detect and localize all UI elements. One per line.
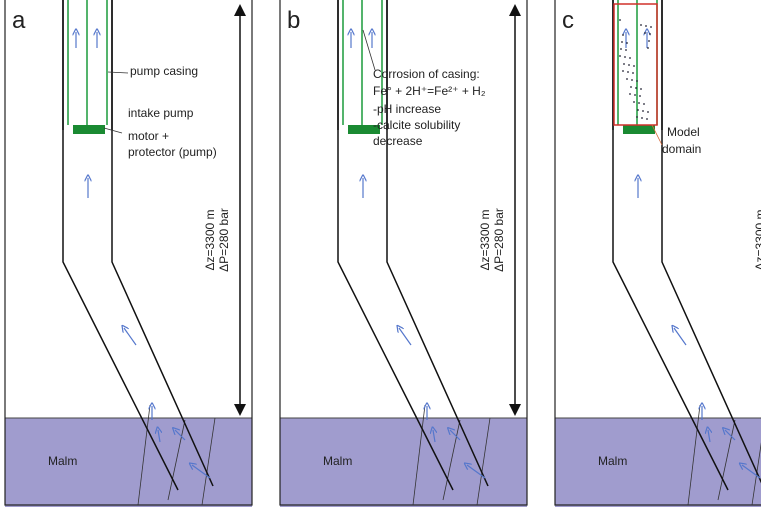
well-right — [662, 0, 761, 486]
model-domain — [614, 4, 657, 125]
particle — [637, 109, 639, 111]
annotation: -pH increase — [373, 102, 441, 116]
formation-layer — [280, 418, 527, 507]
particle — [640, 24, 642, 26]
particle — [642, 110, 644, 112]
pump-motor — [73, 125, 105, 134]
annotation: Model — [667, 125, 700, 139]
particle — [639, 95, 641, 97]
panel: Δz=3300 mΔP=280 barcMalmModeldomain — [555, 0, 761, 507]
particle — [628, 64, 630, 66]
particle — [631, 79, 633, 81]
particle — [626, 78, 628, 80]
annotation: pump casing — [130, 64, 198, 78]
particle — [626, 42, 628, 44]
formation-layer — [5, 418, 252, 507]
annotation: motor + — [128, 129, 169, 143]
annotation: Corrosion of casing: — [373, 67, 480, 81]
particle — [623, 63, 625, 65]
particle — [632, 72, 634, 74]
particle — [638, 102, 640, 104]
annotation: intake pump — [128, 106, 194, 120]
particle — [633, 101, 635, 103]
particle — [635, 87, 637, 89]
panel-label: a — [12, 7, 26, 34]
particle — [649, 33, 651, 35]
particle — [634, 94, 636, 96]
pointer — [108, 72, 128, 73]
annotation: decrease — [373, 134, 423, 148]
annotation: domain — [662, 142, 701, 156]
particle — [622, 70, 624, 72]
panel-label: b — [287, 7, 300, 34]
particle — [621, 41, 623, 43]
pointer — [104, 128, 122, 133]
pointer — [363, 30, 375, 70]
particle — [643, 103, 645, 105]
particle — [629, 93, 631, 95]
particle — [620, 48, 622, 50]
figure: Δz=3300 mΔP=280 baraMalmpump casingintak… — [0, 0, 761, 507]
annotation: -calcite solubility — [373, 118, 460, 132]
particle — [648, 40, 650, 42]
depth-label: Δz=3300 m — [203, 209, 217, 270]
depth-label: Δz=3300 m — [478, 209, 492, 270]
particle — [640, 88, 642, 90]
pressure-label: ΔP=280 bar — [217, 208, 231, 272]
formation-layer — [555, 418, 761, 507]
panel-label: c — [562, 7, 574, 34]
particle — [636, 116, 638, 118]
pressure-label: ΔP=280 bar — [492, 208, 506, 272]
pointer — [652, 125, 662, 145]
particle — [624, 56, 626, 58]
particle — [630, 86, 632, 88]
formation-label: Malm — [48, 454, 77, 468]
particle — [627, 71, 629, 73]
formation-label: Malm — [598, 454, 627, 468]
annotation: Fe° + 2H⁺=Fe²⁺ + H₂ — [373, 84, 486, 98]
particle — [641, 117, 643, 119]
particle — [636, 80, 638, 82]
particle — [647, 111, 649, 113]
particle — [650, 26, 652, 28]
flow-arrow — [399, 328, 411, 345]
well-left — [613, 0, 728, 490]
particle — [619, 19, 621, 21]
particle — [646, 118, 648, 120]
pump-motor — [623, 125, 655, 134]
formation-label: Malm — [323, 454, 352, 468]
particle — [633, 65, 635, 67]
annotation: protector (pump) — [128, 145, 217, 159]
particle — [644, 32, 646, 34]
particle — [629, 57, 631, 59]
flow-arrow — [124, 328, 136, 345]
flow-arrow — [674, 328, 686, 345]
particle — [619, 55, 621, 57]
particle — [645, 25, 647, 27]
depth-label: Δz=3300 m — [753, 209, 761, 270]
particle — [625, 49, 627, 51]
particle — [622, 34, 624, 36]
particle — [647, 47, 649, 49]
